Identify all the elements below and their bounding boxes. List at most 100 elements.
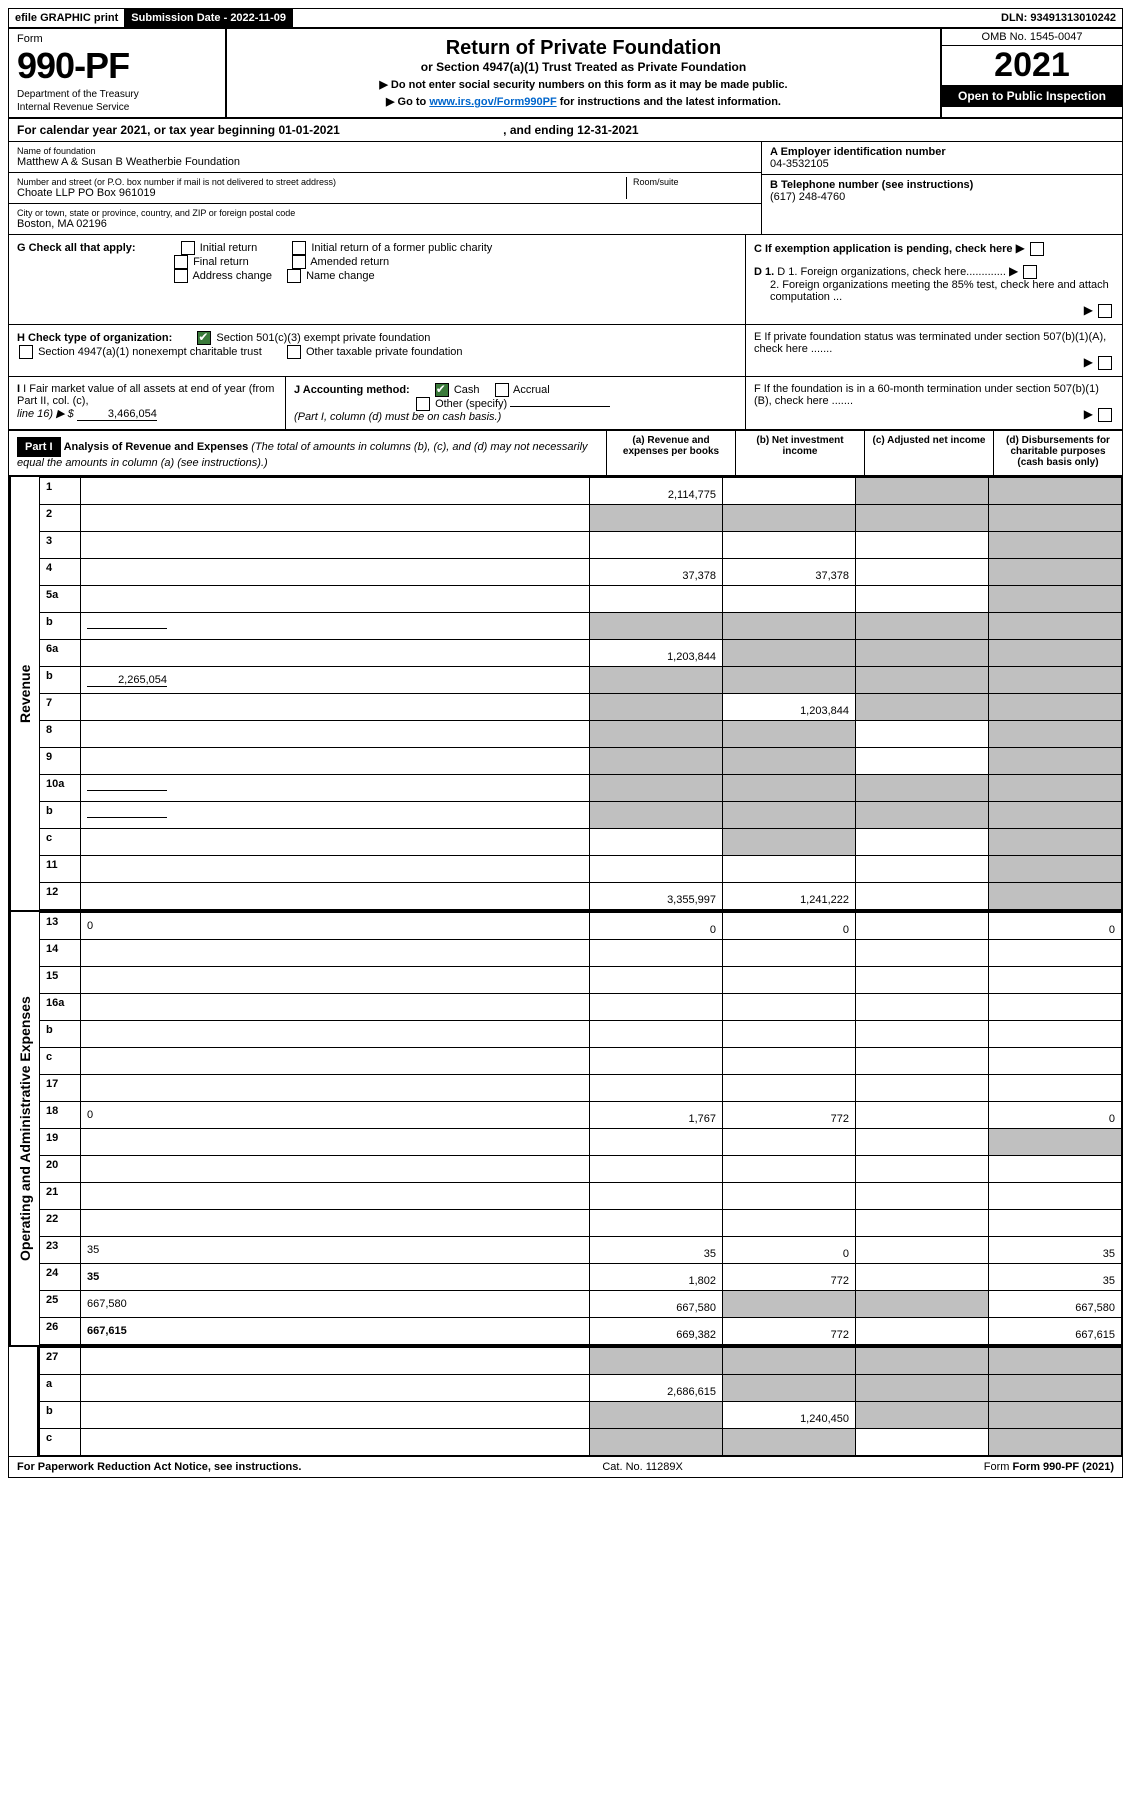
- cell-b: [723, 1375, 856, 1402]
- cell-d: [989, 694, 1122, 721]
- cell-a: [590, 532, 723, 559]
- checkbox-other-taxable[interactable]: [287, 345, 301, 359]
- cell-a: [590, 586, 723, 613]
- line-number: 1: [40, 478, 81, 505]
- cell-d: [989, 586, 1122, 613]
- cell-c: [856, 967, 989, 994]
- cell-b: [723, 1183, 856, 1210]
- line-number: b: [40, 667, 81, 694]
- cell-d: [989, 856, 1122, 883]
- cell-a: 1,767: [590, 1102, 723, 1129]
- cell-a: [590, 1183, 723, 1210]
- summary-section: 27a2,686,615b1,240,450c: [9, 1345, 1122, 1456]
- line-number: 13: [40, 913, 81, 940]
- table-row: 20: [40, 1156, 1122, 1183]
- checkbox-cash[interactable]: [435, 383, 449, 397]
- checkbox-address-change[interactable]: [174, 269, 188, 283]
- part1-header: Part I Analysis of Revenue and Expenses …: [9, 429, 1122, 477]
- fmv-value: 3,466,054: [77, 408, 157, 421]
- checkbox-c[interactable]: [1030, 242, 1044, 256]
- cell-a: [590, 721, 723, 748]
- cell-a: 1,802: [590, 1264, 723, 1291]
- cell-d: [989, 505, 1122, 532]
- checkbox-former-charity[interactable]: [292, 241, 306, 255]
- cell-c: [856, 694, 989, 721]
- table-row: b1,240,450: [40, 1402, 1122, 1429]
- footer: For Paperwork Reduction Act Notice, see …: [9, 1456, 1122, 1477]
- checkbox-initial-return[interactable]: [181, 241, 195, 255]
- cell-d: 0: [989, 913, 1122, 940]
- addr-label: Number and street (or P.O. box number if…: [17, 177, 626, 187]
- table-row: b 2,265,054: [40, 667, 1122, 694]
- table-row: b: [40, 1021, 1122, 1048]
- checkbox-amended[interactable]: [292, 255, 306, 269]
- instr-line1: ▶ Do not enter social security numbers o…: [235, 78, 932, 91]
- line-desc: [81, 1021, 590, 1048]
- checkbox-e[interactable]: [1098, 356, 1112, 370]
- line-number: 3: [40, 532, 81, 559]
- cell-b: [723, 640, 856, 667]
- line-desc: 667,580: [81, 1291, 590, 1318]
- table-row: 1801,7677720: [40, 1102, 1122, 1129]
- main-title: Return of Private Foundation: [235, 37, 932, 60]
- line-number: c: [40, 1048, 81, 1075]
- cell-b: [723, 1075, 856, 1102]
- ein-label: A Employer identification number: [770, 146, 946, 158]
- cell-b: [723, 940, 856, 967]
- line-desc: [81, 613, 590, 640]
- checkbox-f[interactable]: [1098, 408, 1112, 422]
- table-row: a2,686,615: [40, 1375, 1122, 1402]
- checkbox-accrual[interactable]: [495, 383, 509, 397]
- cell-d: [989, 829, 1122, 856]
- line-desc: 35: [81, 1264, 590, 1291]
- table-row: 14: [40, 940, 1122, 967]
- cell-c: [856, 856, 989, 883]
- cell-a: [590, 994, 723, 1021]
- g-o3: Address change: [192, 270, 272, 282]
- city-label: City or town, state or province, country…: [17, 208, 753, 218]
- line-desc: [81, 829, 590, 856]
- year-box: OMB No. 1545-0047 2021 Open to Public In…: [940, 29, 1122, 117]
- line-desc: [81, 478, 590, 505]
- checkbox-d1[interactable]: [1023, 265, 1037, 279]
- submission-date: Submission Date - 2022-11-09: [125, 9, 293, 27]
- cell-d: [989, 532, 1122, 559]
- checkbox-4947[interactable]: [19, 345, 33, 359]
- instr-line2: ▶ Go to www.irs.gov/Form990PF for instru…: [235, 95, 932, 108]
- checkbox-final-return[interactable]: [174, 255, 188, 269]
- table-row: 27: [40, 1348, 1122, 1375]
- checkbox-name-change[interactable]: [287, 269, 301, 283]
- cell-d: [989, 967, 1122, 994]
- cell-b: [723, 721, 856, 748]
- cell-a: 35: [590, 1237, 723, 1264]
- cell-b: [723, 829, 856, 856]
- cell-c: [856, 1156, 989, 1183]
- cell-d: [989, 1210, 1122, 1237]
- line-number: 24: [40, 1264, 81, 1291]
- table-row: 9: [40, 748, 1122, 775]
- cell-d: [989, 883, 1122, 910]
- cell-a: [590, 1129, 723, 1156]
- form-link[interactable]: www.irs.gov/Form990PF: [429, 96, 556, 108]
- table-row: 11: [40, 856, 1122, 883]
- cell-c: [856, 1429, 989, 1456]
- checkbox-other-method[interactable]: [416, 397, 430, 411]
- cell-d: [989, 478, 1122, 505]
- cell-b: [723, 802, 856, 829]
- cell-d: [989, 1375, 1122, 1402]
- checkbox-d2[interactable]: [1098, 304, 1112, 318]
- cell-a: [590, 1156, 723, 1183]
- revenue-vlabel: Revenue: [9, 477, 39, 910]
- line-number: 21: [40, 1183, 81, 1210]
- cell-b: [723, 532, 856, 559]
- cell-b: 37,378: [723, 559, 856, 586]
- cell-a: [590, 802, 723, 829]
- line-desc: [81, 802, 590, 829]
- cell-c: [856, 748, 989, 775]
- h-o3: Other taxable private foundation: [306, 346, 463, 358]
- line-number: 16a: [40, 994, 81, 1021]
- line-number: 19: [40, 1129, 81, 1156]
- cell-b: [723, 856, 856, 883]
- checkbox-501c3[interactable]: [197, 331, 211, 345]
- line-number: 18: [40, 1102, 81, 1129]
